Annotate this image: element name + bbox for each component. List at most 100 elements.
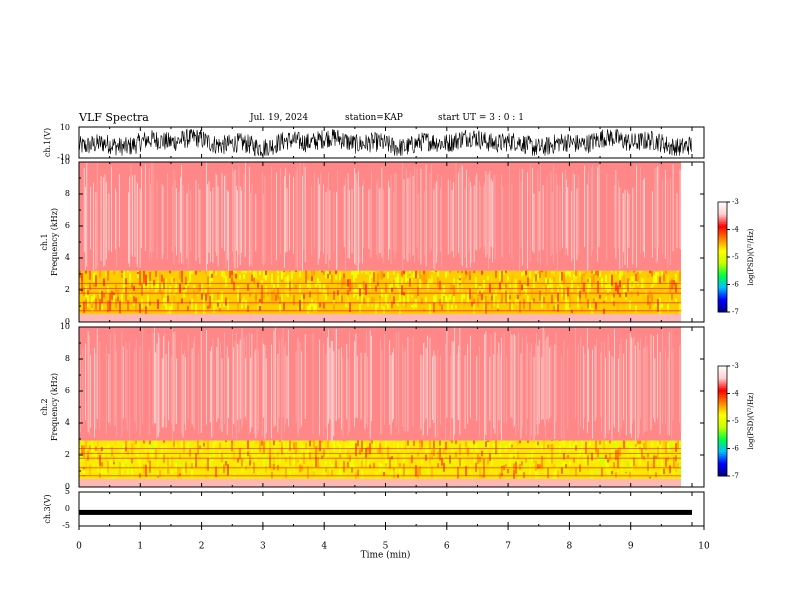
ch2-spec-patch: [135, 467, 137, 472]
ch1-spec-patch: [197, 284, 199, 295]
ch1-spec-patch: [213, 301, 215, 313]
ch1-spec-patch: [671, 293, 673, 300]
ch2-spec-patch: [211, 446, 213, 454]
ch1-spec-patch: [105, 295, 107, 304]
ch1-spec-patch: [669, 280, 671, 294]
ch2-spec-patch: [621, 462, 623, 472]
ch1-spec-patch: [387, 303, 389, 309]
ch1-spec-ytick-label: 0: [65, 317, 70, 326]
ch1-spec-patch: [327, 273, 329, 279]
ch1-spec-patch: [347, 289, 349, 296]
ch1-spec-patch: [509, 295, 511, 300]
ch1-spec-patch: [233, 281, 235, 291]
ch1-spec-patch: [623, 300, 625, 313]
ch2-spec-patch: [559, 440, 561, 443]
ch2-spec-patch: [513, 469, 515, 479]
ch2-spec-patch: [655, 455, 657, 459]
ch2-spec-patch: [467, 458, 469, 470]
ch1-spec-patch: [161, 283, 163, 290]
ch2-colorbar-color-step: [718, 437, 727, 440]
ch1-spec-patch: [313, 302, 315, 312]
ch1-spec-patch: [207, 276, 209, 285]
ch1-ytick-label-bottom: -10: [57, 153, 70, 162]
ch1-spec-patch: [317, 270, 319, 273]
ch2-spec-patch: [179, 467, 181, 474]
ch1-spec-patch: [383, 273, 385, 278]
ch2-spec-patch: [533, 450, 535, 455]
ch2-spec-patch: [465, 441, 467, 447]
ch1-spec-patch: [585, 277, 587, 281]
ch2-spec-patch: [595, 440, 597, 453]
ch2-spec-patch: [379, 462, 381, 473]
ch2-spec-patch: [497, 446, 499, 457]
ch1-spec-patch: [195, 270, 197, 275]
ch2-spec-patch: [81, 456, 83, 462]
ch2-spec-patch: [669, 444, 671, 455]
ch1-spec-patch: [151, 271, 153, 282]
ch1-spec-patch: [379, 298, 381, 310]
ch1-spec-patch: [451, 304, 453, 310]
ch1-spec-patch: [489, 292, 491, 300]
ch1-spec-patch: [469, 288, 471, 300]
ch1-spec-patch: [129, 291, 131, 298]
ch1-spec-patch: [289, 270, 291, 273]
ch2-spec-patch: [499, 445, 501, 458]
ch1-colorbar-color-step: [718, 214, 727, 218]
ch2-spec-patch: [119, 462, 121, 470]
ch2-spec-patch: [639, 440, 641, 444]
ch2-spec-patch: [411, 455, 413, 464]
ch2-spec-patch: [363, 444, 365, 456]
ch2-spec-patch: [253, 440, 255, 443]
ch1-spec-patch: [647, 294, 649, 305]
ch1-spec-patch: [661, 275, 663, 281]
ch2-spec-patch: [521, 440, 523, 442]
ch1-spec-patch: [271, 298, 273, 302]
ch1-spec-patch: [543, 285, 545, 295]
ch1-spec-patch: [279, 304, 281, 312]
ch2-spec-patch: [439, 440, 441, 446]
ch2-spec-patch: [115, 469, 117, 477]
ch2-spec-patch: [83, 469, 85, 476]
ch1-spec-patch: [299, 300, 301, 312]
time-axis-tick-label: 9: [628, 542, 634, 552]
ch1-spec-patch: [333, 304, 335, 311]
ch2-spec-patch: [93, 463, 95, 470]
ch2-spec-patch: [629, 471, 631, 478]
ch1-spec-patch: [383, 306, 385, 314]
ch1-spec-patch: [465, 274, 467, 280]
ch2-spec-patch: [317, 457, 319, 468]
ch2-colorbar-color-step: [718, 463, 727, 466]
ch1-spec-patch: [665, 288, 667, 301]
ch2-spec-patch: [199, 445, 201, 450]
ch1-spec-patch: [655, 302, 657, 307]
ch1-spec-patch: [191, 298, 193, 309]
ch2-spec-patch: [679, 444, 681, 449]
ch2-spec-patch: [307, 447, 309, 454]
ch1-spec-patch: [543, 296, 545, 303]
ch2-spec-patch: [513, 457, 515, 464]
ch1-spec-patch: [671, 279, 673, 290]
ch1-spec-patch: [235, 270, 237, 276]
ch1-spec-patch: [205, 270, 207, 275]
ch1-spec-patch: [677, 270, 679, 273]
ch2-colorbar-color-step: [718, 454, 727, 457]
ch1-spec-patch: [431, 279, 433, 285]
ch1-spec-patch: [213, 270, 215, 274]
ch1-spec-patch: [259, 302, 261, 306]
ch1-spec-patch: [373, 297, 375, 302]
ch1-spec-patch: [187, 306, 189, 311]
ch2-spec-patch: [229, 464, 231, 477]
ch1-spec-patch: [111, 290, 113, 300]
ch1-spec-patch: [139, 303, 141, 313]
ch2-spec-patch: [227, 441, 229, 449]
ch2-spec-patch: [223, 440, 225, 445]
ch1-colorbar-color-step: [718, 229, 727, 232]
ch2-spec-patch: [449, 440, 451, 442]
ch1-spec-patch: [485, 296, 487, 308]
ch2-spec-patch: [479, 440, 481, 446]
ch1-colorbar-tick-label: -3: [732, 198, 739, 206]
ch2-spec-patch: [259, 440, 261, 453]
ch2-spec-patch: [101, 447, 103, 452]
ch1-spec-patch: [669, 293, 671, 303]
ch1-spec-patch: [371, 296, 373, 304]
